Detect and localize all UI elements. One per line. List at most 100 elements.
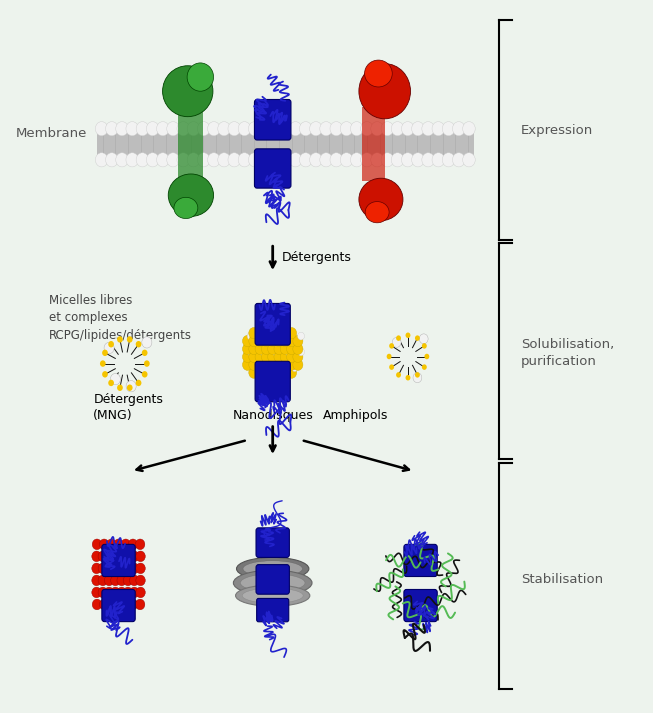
Circle shape bbox=[268, 359, 278, 370]
Circle shape bbox=[351, 153, 363, 167]
Circle shape bbox=[274, 327, 284, 339]
Circle shape bbox=[129, 587, 139, 597]
Circle shape bbox=[280, 359, 291, 370]
Circle shape bbox=[108, 341, 114, 347]
Circle shape bbox=[208, 153, 220, 167]
Circle shape bbox=[126, 153, 138, 167]
Circle shape bbox=[253, 364, 261, 371]
Circle shape bbox=[106, 599, 116, 610]
Circle shape bbox=[261, 343, 272, 354]
Circle shape bbox=[249, 367, 259, 379]
Ellipse shape bbox=[163, 66, 213, 117]
Circle shape bbox=[142, 371, 148, 378]
Circle shape bbox=[289, 153, 302, 167]
Text: Expression: Expression bbox=[521, 123, 594, 137]
Circle shape bbox=[287, 327, 296, 339]
Circle shape bbox=[98, 563, 108, 574]
Circle shape bbox=[106, 153, 118, 167]
Text: Détergents
(MNG): Détergents (MNG) bbox=[93, 393, 163, 421]
Circle shape bbox=[129, 563, 139, 574]
Circle shape bbox=[406, 375, 411, 381]
Ellipse shape bbox=[359, 178, 403, 220]
Circle shape bbox=[217, 122, 231, 135]
Circle shape bbox=[129, 575, 139, 585]
Circle shape bbox=[117, 384, 123, 391]
Circle shape bbox=[110, 587, 120, 597]
Circle shape bbox=[136, 563, 145, 574]
Circle shape bbox=[387, 354, 392, 359]
Circle shape bbox=[110, 374, 120, 385]
Circle shape bbox=[298, 348, 304, 356]
FancyBboxPatch shape bbox=[257, 598, 289, 622]
Circle shape bbox=[104, 342, 114, 354]
Circle shape bbox=[197, 122, 210, 135]
Circle shape bbox=[280, 343, 291, 354]
Circle shape bbox=[116, 153, 129, 167]
Ellipse shape bbox=[359, 63, 411, 119]
Circle shape bbox=[135, 599, 145, 610]
Circle shape bbox=[259, 122, 271, 135]
Text: Amphipols: Amphipols bbox=[323, 409, 389, 421]
Circle shape bbox=[280, 352, 291, 362]
Ellipse shape bbox=[187, 63, 214, 91]
Circle shape bbox=[289, 122, 302, 135]
Circle shape bbox=[95, 153, 108, 167]
Circle shape bbox=[360, 122, 374, 135]
Circle shape bbox=[415, 372, 420, 378]
Circle shape bbox=[274, 352, 284, 362]
Circle shape bbox=[279, 364, 285, 371]
Circle shape bbox=[274, 335, 284, 347]
Circle shape bbox=[392, 337, 401, 347]
Circle shape bbox=[242, 352, 253, 362]
Circle shape bbox=[462, 153, 475, 167]
Circle shape bbox=[255, 359, 265, 370]
Circle shape bbox=[228, 122, 240, 135]
Circle shape bbox=[255, 335, 265, 347]
Circle shape bbox=[371, 153, 383, 167]
Circle shape bbox=[123, 575, 133, 585]
Circle shape bbox=[242, 359, 253, 370]
Circle shape bbox=[442, 122, 455, 135]
Circle shape bbox=[402, 122, 414, 135]
Circle shape bbox=[287, 352, 296, 362]
Circle shape bbox=[197, 153, 210, 167]
Circle shape bbox=[136, 153, 149, 167]
Circle shape bbox=[266, 364, 273, 371]
Circle shape bbox=[104, 563, 114, 574]
Circle shape bbox=[255, 327, 265, 339]
Text: Solubilisation,
purification: Solubilisation, purification bbox=[521, 338, 614, 368]
Circle shape bbox=[268, 327, 278, 339]
Circle shape bbox=[422, 122, 434, 135]
Bar bbox=[97, 127, 474, 162]
Circle shape bbox=[123, 551, 133, 562]
Circle shape bbox=[371, 122, 383, 135]
FancyBboxPatch shape bbox=[256, 565, 289, 594]
Circle shape bbox=[187, 122, 200, 135]
FancyBboxPatch shape bbox=[102, 544, 135, 577]
Circle shape bbox=[279, 122, 292, 135]
Circle shape bbox=[108, 380, 114, 386]
Circle shape bbox=[268, 367, 278, 379]
Circle shape bbox=[92, 575, 101, 585]
Circle shape bbox=[110, 575, 120, 585]
Circle shape bbox=[330, 153, 343, 167]
Ellipse shape bbox=[242, 588, 303, 603]
Circle shape bbox=[269, 122, 281, 135]
Circle shape bbox=[280, 335, 291, 347]
Circle shape bbox=[135, 539, 145, 550]
Circle shape bbox=[272, 332, 279, 340]
FancyBboxPatch shape bbox=[102, 590, 135, 622]
Circle shape bbox=[293, 343, 303, 354]
Circle shape bbox=[274, 343, 284, 354]
FancyBboxPatch shape bbox=[255, 361, 291, 402]
Circle shape bbox=[102, 371, 108, 378]
Circle shape bbox=[389, 343, 394, 349]
Circle shape bbox=[99, 599, 109, 610]
Circle shape bbox=[274, 367, 284, 379]
Circle shape bbox=[269, 153, 281, 167]
Circle shape bbox=[123, 563, 133, 574]
Circle shape bbox=[299, 153, 312, 167]
Circle shape bbox=[279, 153, 292, 167]
Ellipse shape bbox=[236, 558, 309, 580]
Circle shape bbox=[146, 153, 159, 167]
